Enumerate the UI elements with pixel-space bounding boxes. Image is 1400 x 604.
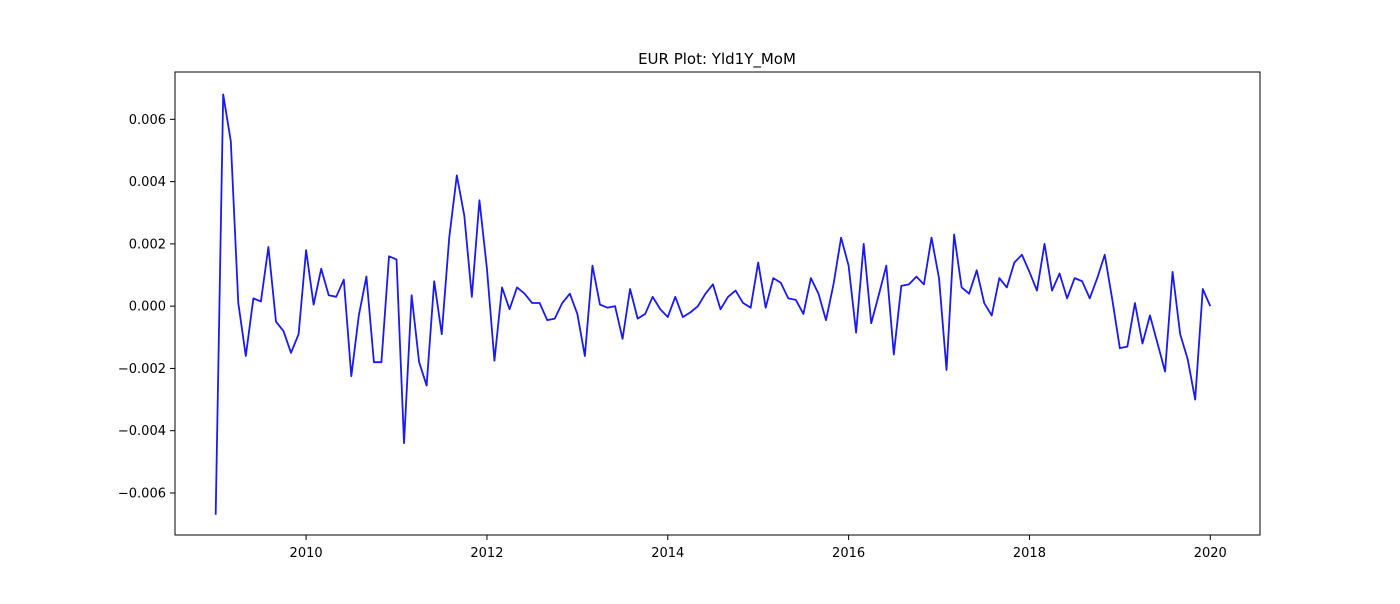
- y-tick-label: 0.004: [129, 175, 166, 190]
- chart-title: EUR Plot: Yld1Y_MoM: [638, 50, 796, 69]
- axes: 2010 2012 2014 2016 2018 2020 −0.006 −0.004 −0.0…: [118, 71, 1261, 561]
- series-line-0: [214, 93, 1212, 515]
- y-tick-label: 0.002: [129, 237, 166, 252]
- y-tick-label: 0.000: [129, 300, 166, 315]
- x-tick-label: 2012: [470, 546, 503, 561]
- x-tick-label: 2010: [290, 546, 323, 561]
- x-tick-label: 2014: [651, 546, 684, 561]
- x-tick-label: 2020: [1194, 546, 1227, 561]
- x-tick-label: 2018: [1013, 546, 1046, 561]
- plot-area: [214, 93, 1212, 515]
- x-tick-label: 2016: [832, 546, 865, 561]
- y-tick-label: 0.006: [129, 113, 166, 128]
- y-tick-label: −0.004: [118, 424, 166, 439]
- plot-frame: [174, 71, 1261, 536]
- y-tick-label: −0.006: [118, 486, 166, 501]
- y-tick-label: −0.002: [118, 362, 166, 377]
